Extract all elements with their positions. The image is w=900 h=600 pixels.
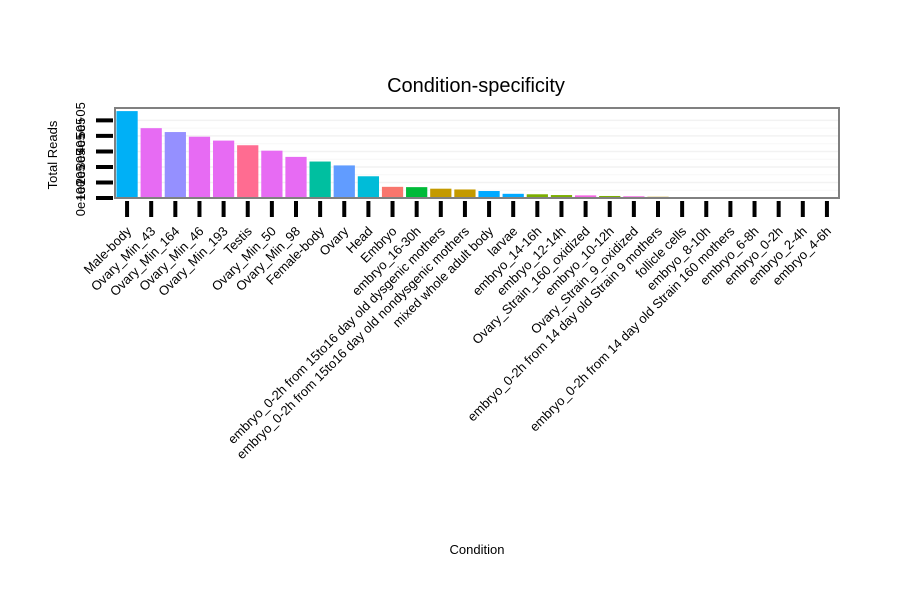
bar: [526, 194, 548, 198]
y-tick-label: 1e+05: [73, 164, 88, 201]
y-tick-label: 4e+05: [73, 118, 88, 155]
bar: [237, 145, 259, 198]
bar: [574, 195, 597, 198]
y-axis-title: Total Reads: [45, 120, 60, 189]
bar: [164, 132, 186, 198]
grid-lines: [115, 119, 839, 199]
x-axis-title: Condition: [450, 542, 505, 557]
bar: [116, 111, 138, 198]
bar: [188, 136, 211, 198]
bar: [140, 128, 162, 198]
bar: [430, 188, 452, 198]
y-tick-label: 5e+05: [73, 102, 88, 139]
y-tick-label: 0e+00: [73, 180, 88, 217]
bar: [285, 156, 307, 198]
chart-title: Condition-specificity: [387, 75, 565, 97]
y-tick-label: 3e+05: [73, 133, 88, 170]
bar: [599, 195, 621, 198]
bar: [406, 187, 428, 198]
bar: [454, 189, 476, 198]
bar: [550, 195, 573, 198]
bar: [502, 193, 524, 198]
bar: [478, 191, 500, 198]
bar: [261, 150, 283, 198]
bar: [212, 140, 235, 198]
bars: [116, 111, 838, 198]
bar: [333, 165, 355, 198]
bar: [381, 186, 404, 198]
bar: [309, 161, 331, 198]
plot-panel-border: [114, 107, 840, 199]
bar: [357, 176, 380, 198]
y-tick-label: 2e+05: [73, 149, 88, 186]
